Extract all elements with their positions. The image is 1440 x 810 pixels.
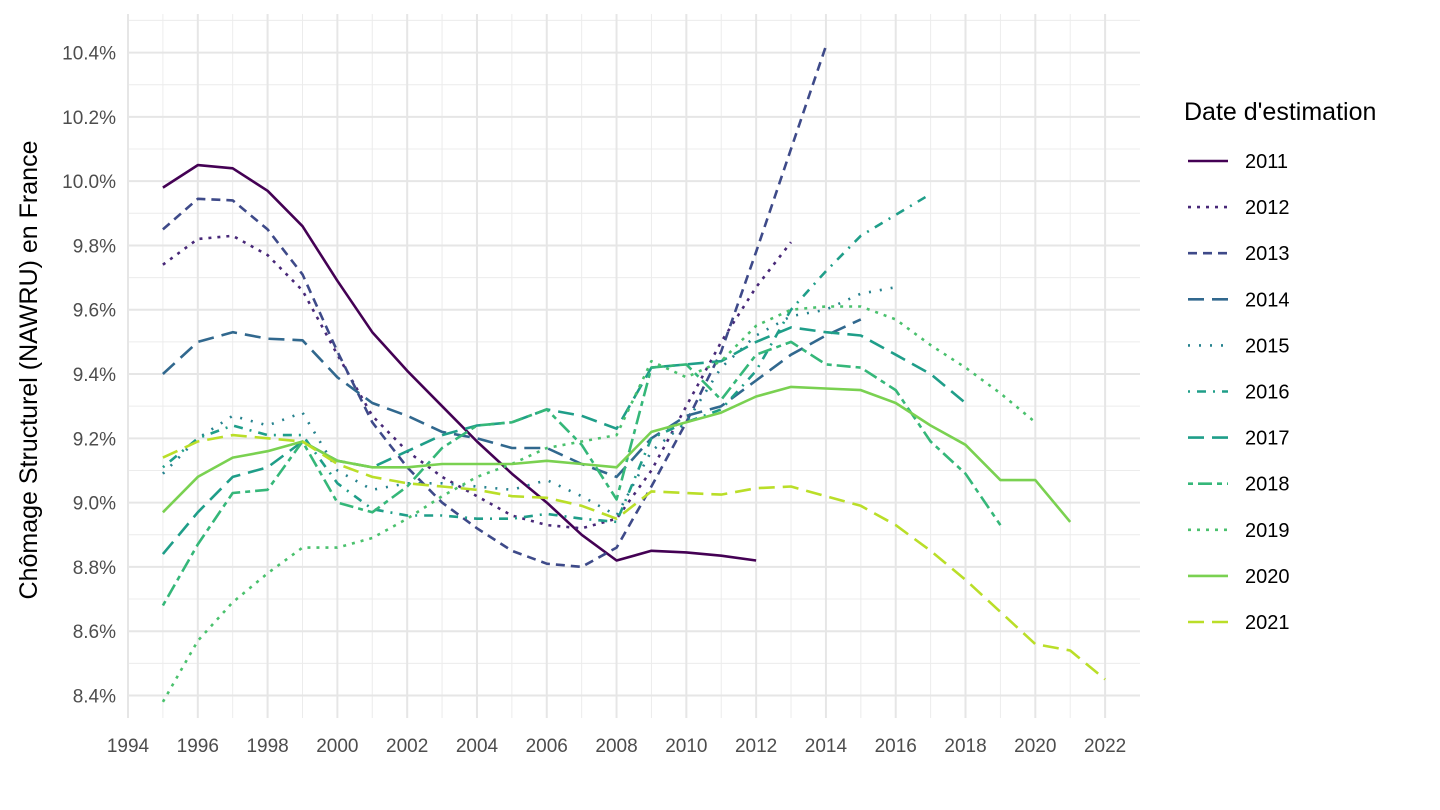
x-tick-label: 2000 (316, 736, 358, 757)
legend-item: 2021 (1188, 612, 1290, 634)
legend: Date d'estimation 2011201220132014201520… (1184, 98, 1376, 634)
x-tick-label: 2018 (944, 736, 986, 757)
x-tick-label: 1996 (177, 736, 219, 757)
grid-layer (127, 14, 1140, 718)
legend-item: 2020 (1188, 566, 1290, 588)
x-tick-label: 2006 (526, 736, 568, 757)
legend-item: 2015 (1188, 335, 1290, 357)
legend-label: 2019 (1245, 520, 1290, 542)
legend-item: 2012 (1188, 197, 1290, 219)
series-line-2016 (162, 192, 932, 524)
series-line-2012 (162, 234, 793, 530)
x-tick-label: 2008 (595, 736, 637, 757)
legend-items: 2011 2012 2013 2014 2015 2016 2017 2018 2019 2020… (1188, 151, 1290, 634)
legend-label: 2014 (1245, 289, 1290, 311)
series-layer (161, 45, 1106, 703)
y-tick-labels: 8.4% 8.6% 8.8% 9.0% 9.2% 9.4% 9.6% 9.8% 10.0% 10.… (62, 44, 116, 708)
legend-item: 2016 (1188, 382, 1290, 404)
legend-label: 2015 (1245, 335, 1290, 357)
legend-label: 2017 (1245, 428, 1290, 450)
legend-label: 2013 (1245, 243, 1290, 265)
series-line-2017 (161, 326, 967, 555)
y-tick-label: 8.4% (73, 686, 116, 707)
x-tick-label: 2004 (456, 736, 499, 757)
y-tick-label: 9.2% (73, 429, 116, 450)
legend-label: 2020 (1245, 566, 1290, 588)
series-line-2021 (162, 433, 1106, 681)
x-tick-label: 1994 (107, 736, 150, 757)
legend-label: 2021 (1245, 612, 1290, 634)
x-tick-label: 2014 (805, 736, 848, 757)
series-line-2014 (162, 318, 862, 479)
y-tick-label: 10.0% (62, 172, 116, 193)
legend-label: 2018 (1245, 474, 1290, 496)
series-line-2013 (162, 45, 828, 569)
legend-label: 2012 (1245, 197, 1290, 219)
y-tick-label: 9.6% (73, 301, 116, 322)
y-tick-label: 9.0% (73, 494, 116, 515)
legend-item: 2018 (1188, 474, 1290, 496)
legend-item: 2014 (1188, 289, 1290, 311)
y-tick-label: 9.8% (73, 236, 116, 257)
legend-item: 2013 (1188, 243, 1290, 265)
x-tick-labels: 1994 1996 1998 2000 2002 2004 2006 2008 2010 2012… (107, 736, 1126, 757)
legend-label: 2016 (1245, 382, 1290, 404)
series-line-2015 (161, 285, 896, 517)
series-line-2019 (161, 305, 1037, 703)
legend-item: 2017 (1188, 428, 1290, 450)
series-line-2011 (162, 163, 757, 562)
x-tick-label: 2002 (386, 736, 428, 757)
x-tick-label: 2016 (875, 736, 917, 757)
x-tick-label: 1998 (246, 736, 288, 757)
legend-item: 2011 (1188, 151, 1288, 173)
y-tick-label: 8.8% (73, 558, 116, 579)
series-line-2018 (161, 340, 1002, 607)
legend-item: 2019 (1188, 520, 1290, 542)
y-tick-label: 8.6% (73, 622, 116, 643)
y-tick-label: 10.2% (62, 108, 116, 129)
y-tick-label: 10.4% (62, 44, 116, 65)
y-tick-label: 9.4% (73, 365, 116, 386)
x-tick-label: 2020 (1014, 736, 1056, 757)
y-axis-title: Chômage Structurel (NAWRU) en France (15, 141, 43, 600)
x-tick-label: 2012 (735, 736, 777, 757)
x-tick-label: 2022 (1084, 736, 1126, 757)
legend-label: 2011 (1245, 151, 1288, 173)
x-tick-label: 2010 (665, 736, 707, 757)
legend-title: Date d'estimation (1184, 98, 1376, 126)
